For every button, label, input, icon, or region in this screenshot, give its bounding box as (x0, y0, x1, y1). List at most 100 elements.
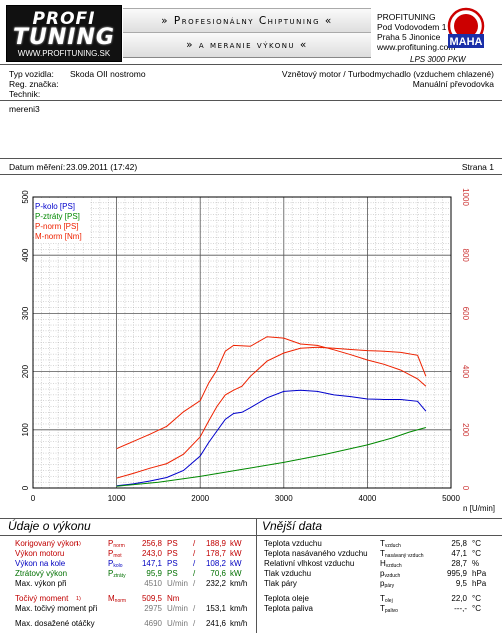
ambient-symbol-subscript: nasávaný vzduch (384, 553, 424, 559)
company-name: PROFITUNING (377, 12, 436, 22)
ambient-unit: °C (472, 549, 481, 558)
ambient-row: Relativní vlhkost vzduchu Hvzduch 28,7% (262, 559, 502, 569)
result-row: Ztrátový výkon Pztráty 95,9 PS / 70,6 kW (0, 569, 256, 579)
ambient-symbol: Tvzduch (380, 539, 401, 549)
result-value-1: 2975 (144, 604, 162, 613)
result-symbol-subscript: norm (114, 598, 127, 604)
result-label: Točivý moment (15, 594, 69, 603)
result-label: Max. dosažené otáčky (15, 619, 95, 628)
result-value-1: 256,8 (141, 539, 162, 548)
x-tick-label: 3000 (275, 494, 293, 503)
ambient-value: 28,7 (451, 559, 467, 568)
result-label: Max. točivý moment při (15, 604, 98, 613)
result-value-2: 70,6 (210, 569, 226, 578)
result-value-1: 147,1 (141, 559, 162, 568)
result-value-2: 241,6 (205, 619, 226, 628)
result-row: Točivý moment 1) Mnorm 509,5 Nm (0, 594, 256, 604)
series-line (116, 427, 427, 487)
ambient-value: 25,8 (451, 539, 467, 548)
vehicle-type-label: Typ vozidla: (9, 69, 54, 79)
result-separator: / (193, 549, 196, 558)
result-value-2: 232,2 (205, 579, 226, 588)
right-y-tick-label: 800 (461, 249, 470, 263)
result-symbol: Pmot (108, 549, 122, 559)
divider (0, 64, 502, 65)
ambient-row: Tlak páry ppáry 9,5 hPa (262, 579, 502, 589)
ambient-symbol-subscript: páry (384, 583, 395, 589)
company-city: Praha 5 Jinonice (377, 32, 441, 42)
results-title: Údaje o výkonu (8, 519, 91, 533)
measurement-note: mereni3 (9, 104, 40, 114)
legend-entry: P-ztráty [PS] (35, 212, 80, 221)
divider (0, 535, 502, 536)
gearbox-type: Manuální převodovka (412, 79, 494, 89)
ambient-symbol: ppáry (380, 579, 395, 589)
page-number: Strana 1 (461, 162, 494, 172)
series-line (116, 346, 427, 479)
result-symbol-subscript: norm (113, 543, 125, 549)
series-line (116, 389, 427, 487)
result-separator: / (193, 569, 196, 578)
ambient-value: 9,5 (455, 579, 467, 588)
ambient-row: Tlak vzduchu pvzduch 995,9 hPa (262, 569, 502, 579)
seal-text: MAHA (450, 36, 483, 48)
result-symbol: Pnorm (108, 539, 125, 549)
profituning-logo: PROFI TUNING WWW.PROFITUNING.SK (6, 5, 122, 62)
result-footnote-mark: 1) (76, 596, 81, 602)
ambient-value: 22,0 (451, 594, 467, 603)
legend-entry: P-norm [PS] (35, 222, 79, 231)
right-y-tick-label: 200 (461, 423, 470, 437)
date-value: 23.09.2011 (17:42) (66, 162, 138, 172)
result-unit-2: km/h (230, 604, 248, 613)
chart-legend: P-kolo [PS]P-ztráty [PS]P-norm [PS]M-nor… (34, 199, 90, 243)
result-unit-1: U/min (167, 619, 188, 628)
right-y-tick-label: 1000 (461, 188, 470, 206)
divider (0, 100, 502, 101)
ambient-label: Teplota vzduchu (264, 539, 322, 548)
result-label: Korigovaný výkon (15, 539, 79, 548)
result-unit-1: U/min (167, 604, 188, 613)
result-label: Výkon na kole (15, 559, 66, 568)
series-line (116, 336, 427, 450)
result-symbol-subscript: kolo (113, 563, 123, 569)
ambient-symbol-subscript: vzduch (384, 543, 401, 549)
legend-entry: P-kolo [PS] (35, 202, 75, 211)
ambient-symbol: Tpalivo (380, 604, 398, 614)
ambient-row: Teplota paliva Tpalivo ---,- °C (262, 604, 502, 614)
divider (0, 174, 502, 175)
x-tick-label: 1000 (108, 494, 126, 503)
ambient-unit: hPa (472, 579, 487, 588)
legend-entry: M-norm [Nm] (35, 232, 82, 241)
result-separator: / (193, 559, 196, 568)
technician-label: Technik: (9, 89, 41, 99)
ambient-value: 47,1 (451, 549, 467, 558)
result-label: Max. výkon při (15, 579, 67, 588)
result-separator: / (193, 619, 196, 628)
result-unit-2: km/h (230, 579, 248, 588)
right-y-tick-label: 0 (461, 486, 470, 491)
ambient-row: Teplota oleje Tolej 22,0 °C (262, 594, 502, 604)
result-value-1: 4510 (144, 579, 162, 588)
plot-frame (32, 196, 452, 489)
x-tick-label: 2000 (191, 494, 209, 503)
ambient-symbol-subscript: vzduch (384, 573, 401, 579)
company-street: Pod Vodovodem 1 (377, 22, 447, 32)
ambient-value: 995,9 (446, 569, 467, 578)
result-unit-2: km/h (230, 619, 248, 628)
result-separator: / (193, 604, 196, 613)
result-unit-1: U/min (167, 579, 188, 588)
result-value-2: 178,7 (205, 549, 226, 558)
banner-chiptuning: » Profesionálny Chiptuning « (123, 8, 371, 34)
legend-box (34, 199, 90, 243)
result-unit-2: kW (230, 549, 242, 558)
left-y-tick-label: 200 (21, 364, 30, 378)
result-symbol: Pkolo (108, 559, 123, 569)
result-row: Výkon na kole Pkolo 147,1 PS / 108,2 kW (0, 559, 256, 569)
result-row: Max. výkon při 4510 U/min / 232,2 km/h (0, 579, 256, 589)
result-row: Max. točivý moment při 2975 U/min / 153,1 km/… (0, 604, 256, 614)
left-y-tick-label: 300 (21, 306, 30, 320)
date-label: Datum měření: (9, 162, 66, 172)
result-symbol: Mnorm (108, 594, 127, 604)
result-unit-2: kW (230, 539, 242, 548)
